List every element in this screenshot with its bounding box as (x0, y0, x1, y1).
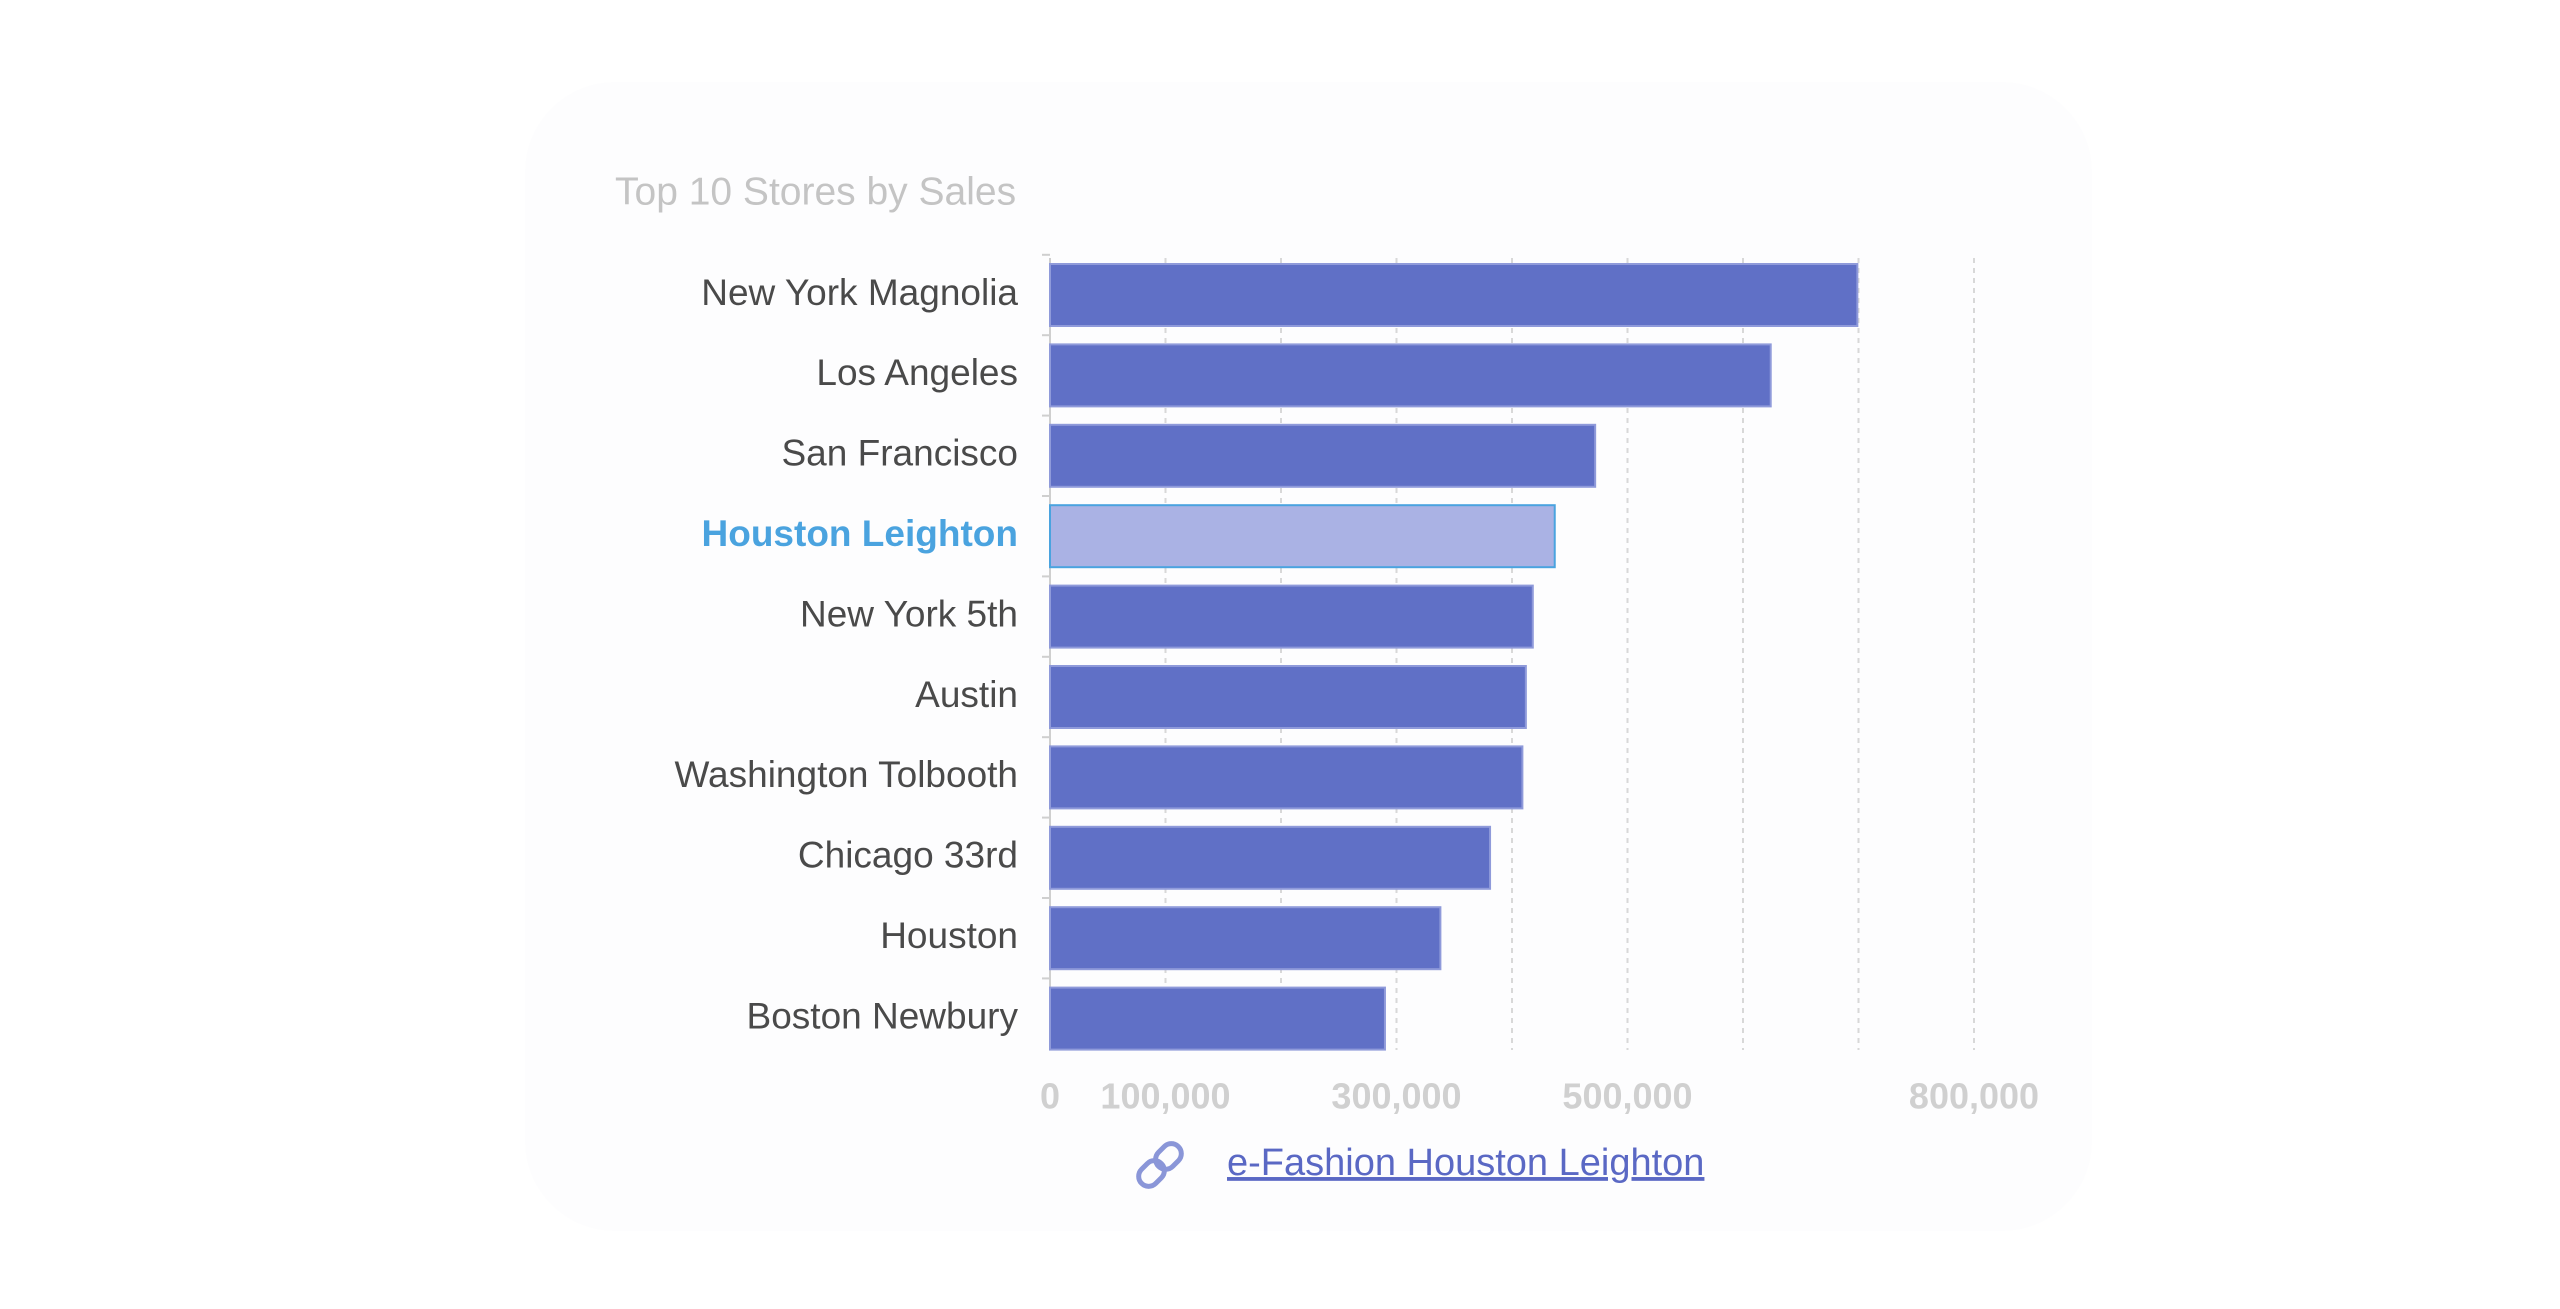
bar (1049, 263, 1859, 327)
bar (1049, 986, 1386, 1051)
bar (1049, 825, 1492, 890)
y-tick-label: New York 5th (800, 593, 1018, 634)
bar (1049, 423, 1597, 488)
x-tick-label: 500,000 (1562, 1076, 1692, 1117)
link[interactable]: e-Fashion Houston Leighton (1227, 1142, 1704, 1184)
x-tick-label: 300,000 (1331, 1076, 1461, 1117)
y-tick-label: Austin (915, 674, 1018, 715)
bar (1049, 504, 1556, 569)
y-tick-label: Houston (880, 915, 1018, 956)
link-icon[interactable] (1135, 1140, 1186, 1191)
y-tick-label: Washington Tolbooth (674, 754, 1018, 795)
bar (1049, 745, 1524, 810)
bar (1049, 906, 1442, 971)
y-tick-label: Houston Leighton (702, 513, 1019, 554)
y-tick-label: Los Angeles (816, 352, 1018, 393)
bar (1049, 665, 1527, 729)
x-tick-label: 800,000 (1909, 1076, 2039, 1117)
chart-title: Top 10 Stores by Sales (615, 170, 1016, 213)
x-tick-label: 0 (1040, 1076, 1060, 1117)
y-tick-label: San Francisco (782, 433, 1019, 474)
bar (1049, 343, 1772, 408)
x-tick-label: 100,000 (1100, 1076, 1230, 1117)
y-tick-label: Boston Newbury (747, 995, 1019, 1036)
y-tick-label: New York Magnolia (701, 272, 1018, 313)
bar (1049, 584, 1534, 649)
card (525, 82, 2092, 1231)
y-tick-label: Chicago 33rd (798, 835, 1018, 876)
